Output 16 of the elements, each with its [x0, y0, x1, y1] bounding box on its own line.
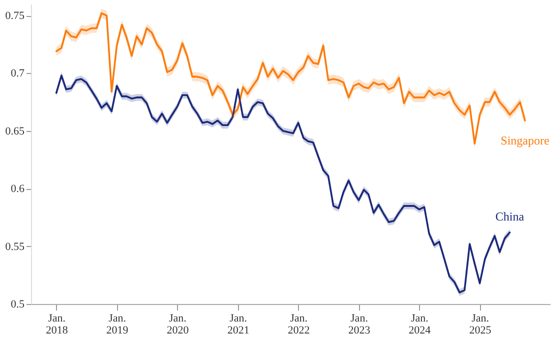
- series-label: Singapore: [500, 134, 550, 148]
- x-tick-label: Jan. 2018: [46, 312, 68, 336]
- x-tick-label: Jan. 2019: [106, 312, 129, 336]
- x-tick-label: Jan. 2023: [348, 312, 371, 336]
- x-tick-label: Jan. 2021: [227, 312, 250, 336]
- x-tick-label: Jan. 2020: [166, 312, 190, 336]
- y-tick-label: 0.75: [5, 10, 25, 22]
- x-tick-label: Jan. 2025: [469, 312, 492, 336]
- y-tick-label: 0.65: [5, 125, 25, 138]
- y-tick-label: 0.5: [10, 298, 25, 310]
- x-tick-label: Jan. 2022: [288, 312, 310, 336]
- y-tick-label: 0.7: [10, 68, 25, 80]
- x-tick-label: Jan. 2024: [408, 312, 432, 336]
- y-tick-label: 0.6: [10, 183, 25, 196]
- series-label: China: [495, 209, 525, 224]
- y-tick-label: 0.55: [5, 240, 25, 253]
